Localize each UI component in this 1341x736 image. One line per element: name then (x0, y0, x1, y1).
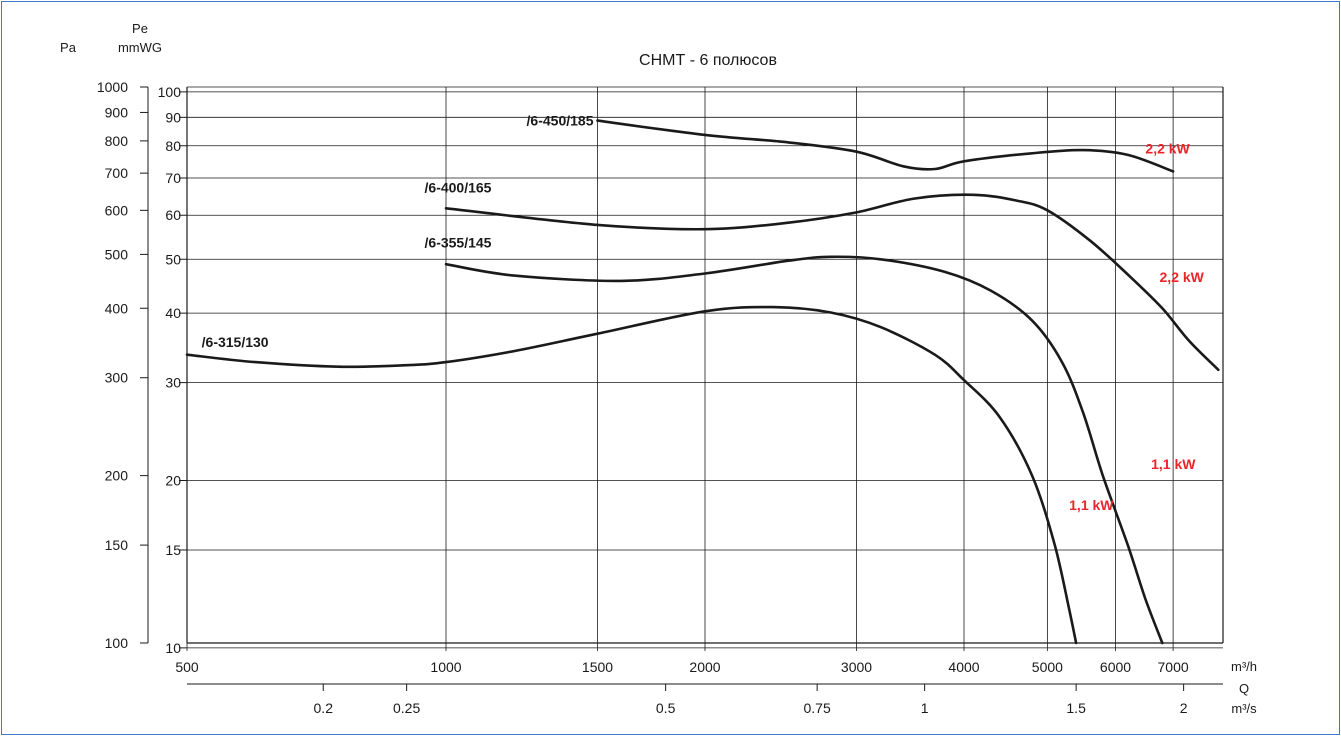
y-pa-tick-label: 100 (105, 635, 129, 651)
y-mmwg-tick-label: 40 (165, 305, 181, 321)
y-mmwg-tick-label: 70 (165, 170, 181, 186)
power-label: 2,2 kW (1160, 269, 1205, 285)
series-label: /6-450/185 (527, 113, 594, 129)
power-label: 1,1 kW (1069, 497, 1114, 513)
y-pa-tick-label: 200 (105, 468, 129, 484)
x-m3h-tick-label: 1500 (582, 659, 613, 675)
y-mmwg-tick-label: 100 (158, 84, 182, 100)
x-m3s-tick-label: 1 (921, 700, 929, 716)
x-symbol-label: Q (1239, 681, 1249, 696)
series-curve (444, 193, 1220, 372)
x-m3s-tick-label: 0.75 (804, 700, 831, 716)
x-m3s-tick-label: 1.5 (1066, 700, 1086, 716)
y-mmwg-tick-label: 30 (165, 375, 181, 391)
series-curve (444, 255, 1164, 645)
x-m3s-tick-label: 0.5 (656, 700, 676, 716)
power-label: 1,1 kW (1151, 456, 1196, 472)
y-right-symbol-label: Pe (132, 21, 148, 36)
y-left-unit-label: Pa (60, 40, 77, 55)
y-pa-tick-label: 500 (105, 246, 129, 262)
y-mmwg-tick-label: 10 (165, 640, 181, 656)
x-m3h-tick-label: 500 (175, 659, 199, 675)
y-mmwg-tick-label: 80 (165, 138, 181, 154)
y-pa-tick-label: 700 (105, 165, 129, 181)
x-secondary-unit-label: m³/s (1231, 701, 1257, 716)
x-m3h-tick-label: 6000 (1100, 659, 1131, 675)
power-label: 2,2 kW (1145, 141, 1190, 157)
x-m3h-tick-label: 5000 (1032, 659, 1063, 675)
y-mmwg-tick-label: 20 (165, 473, 181, 489)
y-pa-tick-label: 900 (105, 104, 129, 120)
x-m3s-tick-label: 0.25 (393, 700, 420, 716)
x-m3h-tick-label: 1000 (430, 659, 461, 675)
series-curve (185, 305, 1078, 645)
y-mmwg-tick-label: 60 (165, 207, 181, 223)
y-pa-tick-label: 600 (105, 202, 129, 218)
y-mmwg-tick-label: 15 (165, 542, 181, 558)
chart-title: СНМТ - 6 полюсов (639, 52, 777, 69)
y-pa-tick-label: 400 (105, 300, 129, 316)
y-pa-tick-label: 300 (105, 370, 129, 386)
y-pa-tick-label: 800 (105, 133, 129, 149)
y-pa-tick-label: 1000 (97, 79, 128, 95)
x-m3h-tick-label: 7000 (1158, 659, 1189, 675)
series-label: /6-400/165 (425, 179, 492, 195)
series-curve (596, 119, 1175, 173)
x-m3s-tick-label: 0.2 (314, 700, 334, 716)
x-flow-unit-label: m³/h (1231, 659, 1257, 674)
y-pa-tick-label: 150 (105, 537, 129, 553)
y-mmwg-tick-label: 90 (165, 109, 181, 125)
y-mmwg-tick-label: 50 (165, 251, 181, 267)
series-label: /6-315/130 (202, 334, 269, 350)
x-m3h-tick-label: 2000 (689, 659, 720, 675)
x-m3s-tick-label: 2 (1180, 700, 1188, 716)
x-m3h-tick-label: 4000 (948, 659, 979, 675)
series-label: /6-355/145 (425, 235, 492, 251)
x-m3h-tick-label: 3000 (841, 659, 872, 675)
y-right-unit-label: mmWG (118, 40, 162, 55)
